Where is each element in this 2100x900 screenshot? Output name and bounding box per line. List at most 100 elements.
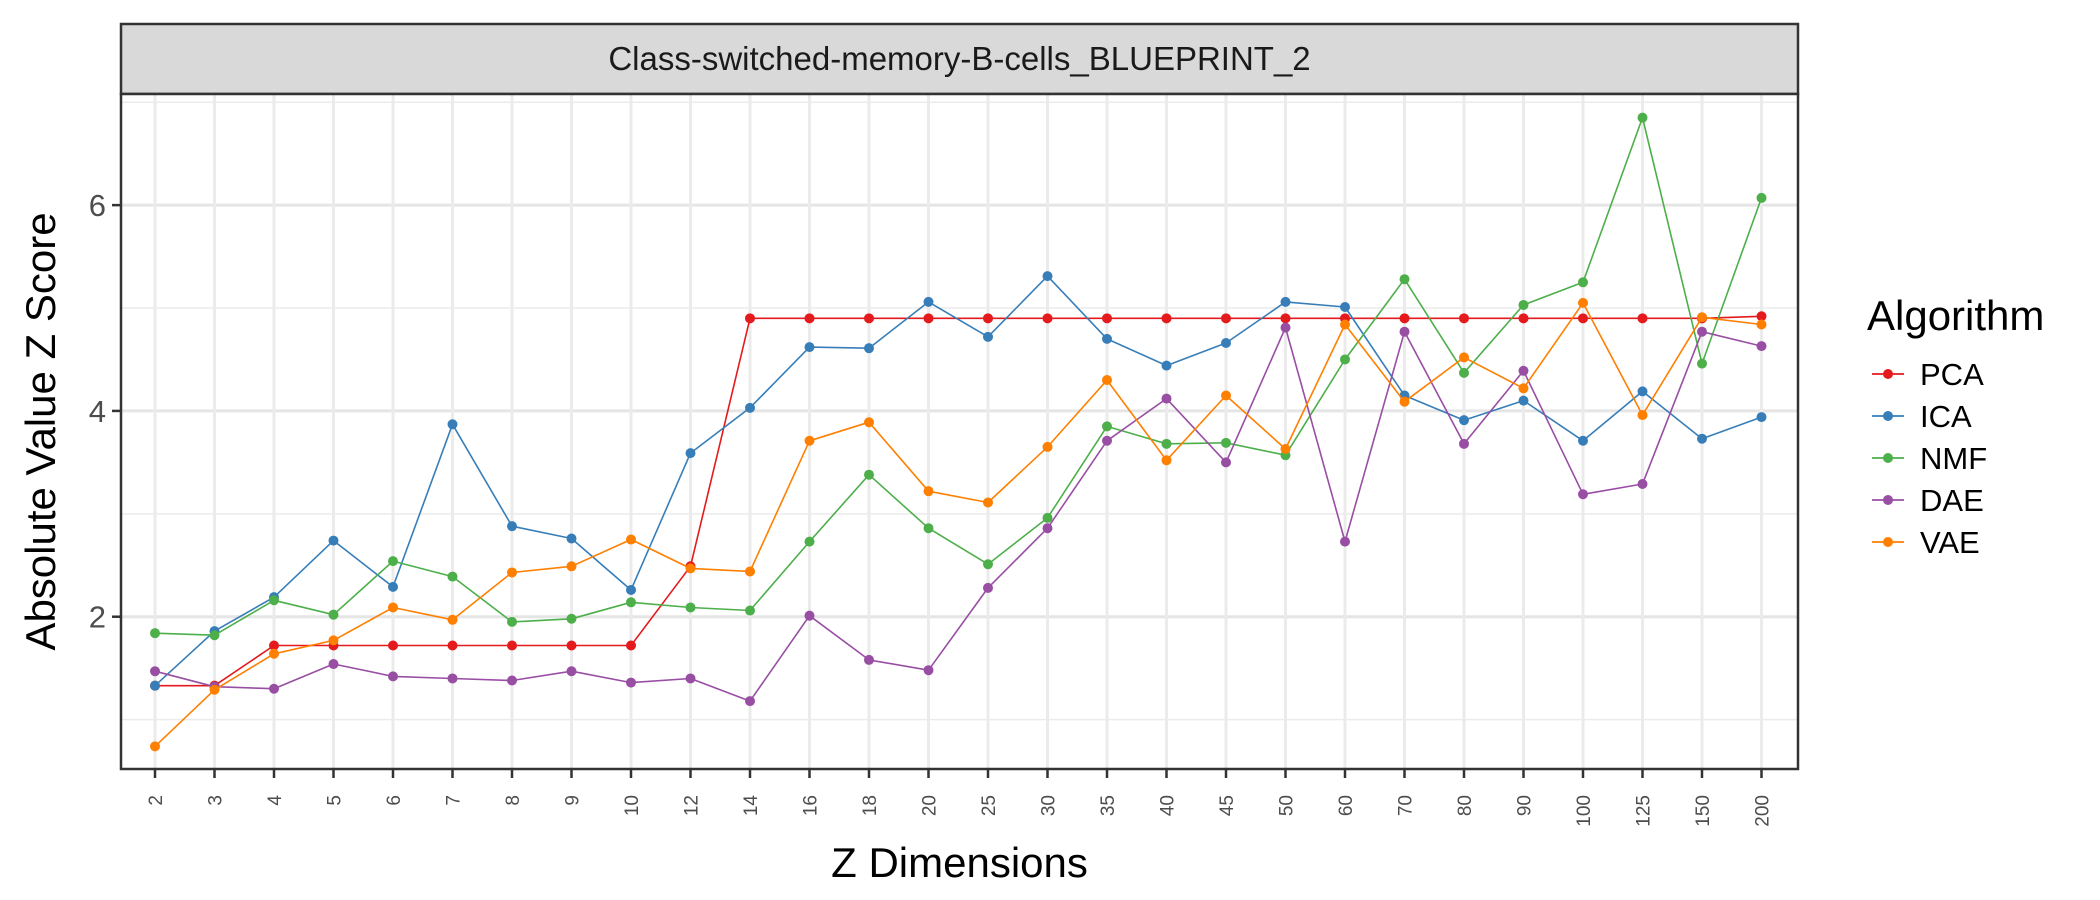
series-line-dae (154, 326, 1762, 702)
x-tick-label: 9 (563, 795, 584, 806)
data-point-pca (983, 313, 993, 324)
x-tick-label: 100 (1574, 795, 1595, 827)
data-point-dae (1637, 478, 1648, 489)
x-tick-label: 20 (920, 795, 941, 816)
data-point-dae (685, 673, 696, 684)
series-dae (150, 322, 1767, 707)
series-layer (150, 112, 1767, 752)
series-nmf (150, 112, 1767, 641)
data-point-ica (685, 448, 696, 459)
data-point-nmf (1161, 438, 1172, 449)
data-point-ica (923, 296, 934, 307)
grid-x (153, 94, 1763, 769)
data-point-pca (566, 640, 577, 651)
data-point-nmf (1102, 421, 1112, 432)
data-point-ica (1221, 338, 1231, 349)
legend-item-dae: DAE (1872, 483, 1984, 518)
data-point-dae (1578, 489, 1588, 500)
data-point-vae (388, 602, 398, 613)
data-point-vae (1280, 443, 1291, 454)
data-point-nmf (1518, 299, 1529, 310)
series-line-pca (155, 315, 1762, 687)
data-point-nmf (1399, 274, 1410, 285)
data-point-nmf (388, 556, 398, 567)
data-point-ica (626, 584, 636, 595)
grid-major-y (121, 203, 1798, 619)
legend-item-pca: PCA (1872, 357, 1984, 392)
data-point-vae (1102, 375, 1112, 386)
data-point-pca (1399, 313, 1410, 324)
data-point-vae (626, 534, 636, 545)
data-point-vae (983, 497, 993, 508)
x-tick-label: 70 (1396, 795, 1417, 816)
data-point-ica (1340, 301, 1350, 312)
data-point-ica (1578, 435, 1588, 446)
data-point-dae (1399, 326, 1410, 337)
data-point-vae (804, 435, 815, 446)
data-point-nmf (1578, 277, 1588, 288)
series-line-ica (154, 275, 1762, 687)
data-point-pca (1756, 311, 1767, 322)
data-point-nmf (209, 630, 220, 641)
x-axis: 2 3 4 5 6 7 8 9 10 12 14 16 18 20 25 30 35 40 45 50 60 70 80 90… (146, 769, 1774, 827)
legend-label: DAE (1920, 483, 1984, 518)
legend-label: ICA (1920, 399, 1972, 434)
data-point-ica (804, 342, 815, 353)
x-tick-label: 6 (384, 795, 405, 806)
data-point-pca (388, 640, 398, 651)
data-point-dae (1459, 438, 1469, 449)
x-tick-label: 10 (622, 795, 643, 816)
data-point-pca (1042, 313, 1053, 324)
data-point-dae (1340, 536, 1350, 547)
y-tick-label: 2 (89, 600, 106, 635)
y-axis: 2 4 6 (89, 188, 121, 635)
facet-title: Class-switched-memory-B-cells_BLUEPRINT_… (608, 40, 1310, 77)
data-point-pca (804, 313, 815, 324)
data-point-pca (1161, 313, 1172, 324)
data-point-dae (507, 675, 517, 686)
data-point-dae (864, 654, 874, 665)
data-point-vae (328, 635, 339, 646)
data-point-ica (983, 331, 993, 342)
y-tick-label: 4 (89, 394, 106, 429)
data-point-nmf (745, 605, 755, 616)
data-point-dae (1697, 326, 1707, 337)
data-point-dae (1042, 523, 1053, 534)
data-point-ica (150, 680, 160, 691)
legend-label: NMF (1920, 441, 1987, 476)
data-point-nmf (566, 613, 577, 624)
x-tick-label: 60 (1336, 795, 1357, 816)
data-point-vae (1756, 319, 1767, 330)
data-point-vae (685, 563, 696, 574)
data-point-vae (1221, 390, 1231, 401)
series-ica (150, 271, 1767, 691)
data-point-nmf (1459, 367, 1469, 378)
x-tick-label: 5 (325, 795, 346, 806)
data-point-ica (447, 419, 458, 430)
series-line-nmf (154, 116, 1763, 637)
data-point-dae (328, 659, 339, 670)
legend-item-ica: ICA (1872, 399, 1972, 434)
x-tick-label: 200 (1753, 795, 1774, 827)
data-point-vae (447, 614, 458, 625)
series-pca (150, 311, 1767, 691)
data-point-dae (150, 666, 160, 677)
data-point-vae (1518, 383, 1529, 394)
data-point-dae (1221, 457, 1231, 468)
legend-key-point (1883, 411, 1893, 421)
facet-strip (119, 22, 1800, 96)
data-point-vae (1578, 297, 1588, 308)
data-point-vae (1399, 396, 1410, 407)
x-tick-label: 12 (682, 795, 703, 816)
data-point-pca (507, 640, 517, 651)
data-point-ica (507, 521, 517, 532)
data-point-ica (1161, 360, 1172, 371)
data-point-dae (804, 610, 815, 621)
data-point-dae (1102, 435, 1112, 446)
data-point-vae (745, 566, 755, 577)
data-point-pca (745, 313, 755, 324)
data-point-pca (1280, 313, 1291, 324)
x-axis-title: Z Dimensions (831, 839, 1088, 886)
grid-minor-y (121, 101, 1798, 721)
